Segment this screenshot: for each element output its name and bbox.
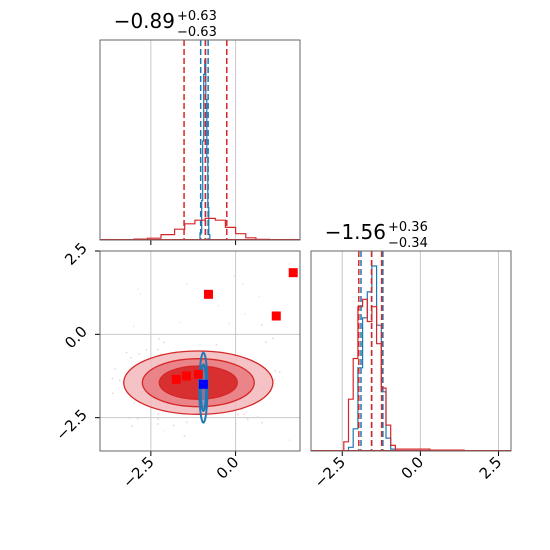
bottom-left-2d-sample-point <box>246 418 249 421</box>
bottom-right-histogram-series-1-step <box>343 298 465 451</box>
bottom-left-2d-sample-point <box>133 325 135 328</box>
bottom-left-2d-frame <box>99 250 301 452</box>
bottom-left-2d-sample-point <box>114 368 117 370</box>
bottom-left-2d-red-marker-5 <box>193 369 203 379</box>
bottom-left-2d-ytick-label: −2.5 <box>52 406 90 444</box>
bottom-left-2d-sample-point <box>245 411 247 413</box>
bottom-left-2d-sample-point <box>199 343 201 346</box>
bottom-left-2d-sample-point <box>274 370 277 372</box>
bottom-left-2d-sample-point <box>133 401 135 404</box>
bottom-left-2d-sample-point <box>186 469 188 471</box>
bottom-left-2d-blue-marker <box>198 379 208 389</box>
bottom-left-2d-sample-point <box>150 298 152 300</box>
bottom-right-histogram-title-upper-error: +0.36 <box>388 220 428 235</box>
bottom-right-histogram-xtick-label: −2.5 <box>311 453 349 491</box>
top-left-histogram-title-lower-error: −0.63 <box>177 25 217 40</box>
bottom-left-2d-sample-point <box>139 293 142 295</box>
bottom-left-2d-sample-point <box>332 382 334 384</box>
bottom-left-2d-sample-point <box>258 295 261 298</box>
bottom-left-2d-sample-point <box>130 425 133 428</box>
bottom-left-2d-sample-point <box>236 413 239 416</box>
bottom-left-2d-sample-point <box>159 353 162 355</box>
bottom-left-2d-red-marker-4 <box>181 371 191 381</box>
bottom-left-2d-sample-point <box>137 288 139 290</box>
bottom-left-2d-sample-point <box>157 413 160 416</box>
bottom-left-2d-sample-point <box>162 341 165 344</box>
bottom-left-2d-sample-point <box>257 416 259 418</box>
bottom-left-2d-sample-point <box>172 424 175 427</box>
bottom-left-2d-red-marker-1 <box>288 268 298 278</box>
bottom-right-histogram-xtick-label: 2.5 <box>476 453 506 483</box>
bottom-right-histogram-xtick-label: 0.0 <box>398 453 428 483</box>
bottom-left-2d-plot-area <box>26 263 334 471</box>
top-left-histogram-plot-area <box>100 40 300 240</box>
bottom-left-2d-sample-point <box>244 313 246 315</box>
bottom-left-2d-red-marker-2 <box>271 311 281 321</box>
bottom-left-2d-sample-point <box>158 337 160 340</box>
bottom-right-histogram-frame <box>310 250 512 452</box>
bottom-left-2d-sample-point <box>272 337 274 340</box>
bottom-left-2d-xtick-label: −2.5 <box>119 453 157 491</box>
bottom-left-2d-sample-point <box>288 439 291 441</box>
top-left-histogram-title-upper-error: +0.63 <box>177 9 217 24</box>
bottom-left-2d-sample-point <box>234 439 236 442</box>
bottom-left-2d-sample-point <box>125 351 128 354</box>
bottom-left-2d-sample-point <box>261 324 263 326</box>
bottom-left-2d-sample-point <box>156 348 159 351</box>
bottom-left-2d-sample-point <box>186 282 188 285</box>
top-left-histogram: −0.89 +0.63−0.63 <box>100 9 300 245</box>
bottom-left-2d-sample-point <box>264 341 267 343</box>
bottom-left-2d-sample-point <box>138 352 140 355</box>
bottom-left-2d-sample-point <box>98 388 100 390</box>
bottom-left-2d-sample-point <box>233 274 235 277</box>
bottom-left-2d-sample-point <box>118 379 121 382</box>
bottom-left-2d-sample-point <box>178 321 181 324</box>
bottom-left-2d-sample-point <box>185 421 188 424</box>
bottom-left-2d-sample-point <box>162 429 165 432</box>
bottom-left-2d-red-marker-3 <box>171 374 181 384</box>
bottom-left-2d-sample-point <box>228 322 231 324</box>
bottom-left-2d-sample-point <box>157 418 160 421</box>
bottom-left-2d-sample-point <box>26 357 28 359</box>
bottom-left-2d-sample-point <box>127 417 130 420</box>
bottom-right-histogram-title-lower-error: −0.34 <box>388 236 428 251</box>
top-left-histogram-frame <box>99 39 301 241</box>
bottom-left-2d-sample-point <box>156 423 159 425</box>
bottom-left-2d-xtick-label: 0.0 <box>213 453 243 483</box>
top-left-histogram-title-value: −0.89 <box>114 9 175 33</box>
bottom-left-2d-ytick-label: 0.0 <box>61 322 91 352</box>
bottom-left-2d-red-marker-0 <box>203 289 213 299</box>
bottom-left-2d-sample-point <box>111 377 114 380</box>
bottom-left-2d-sample-point <box>261 421 263 424</box>
bottom-left-2d-sample-point <box>217 304 220 307</box>
bottom-left-2d-red-contour-2 <box>158 365 238 400</box>
bottom-left-2d-sample-point <box>145 349 148 351</box>
bottom-right-histogram-title-value: −1.56 <box>325 220 386 244</box>
bottom-left-2d: −2.5 0.0 −2.5 0.0 2.5 <box>26 239 334 492</box>
bottom-left-2d-sample-point <box>136 417 139 420</box>
bottom-left-2d-sample-point <box>278 371 281 374</box>
bottom-right-histogram-plot-area <box>311 251 511 451</box>
bottom-left-2d-sample-point <box>183 434 186 437</box>
bottom-left-2d-sample-point <box>235 423 238 425</box>
bottom-left-2d-ytick-label: 2.5 <box>61 239 91 269</box>
bottom-left-2d-sample-point <box>130 357 132 359</box>
bottom-left-2d-sample-point <box>243 413 245 416</box>
bottom-left-2d-sample-point <box>273 378 276 381</box>
bottom-left-2d-sample-point <box>111 392 114 395</box>
bottom-left-2d-sample-point <box>288 263 290 265</box>
bottom-left-2d-sample-point <box>215 343 218 346</box>
bottom-left-2d-sample-point <box>241 283 244 285</box>
top-left-histogram-series-1-step <box>133 217 271 240</box>
